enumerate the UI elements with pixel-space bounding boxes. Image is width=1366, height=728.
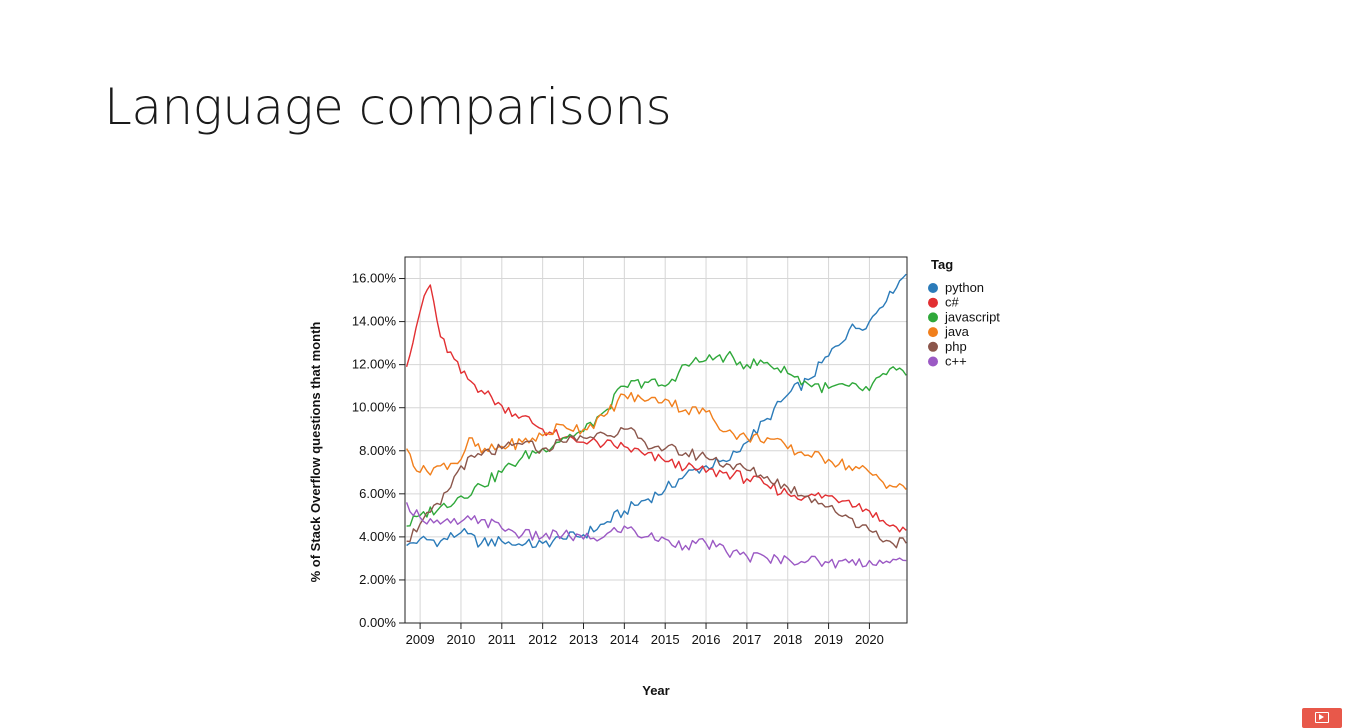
x-tick-label: 2019	[814, 632, 843, 647]
legend-label: python	[945, 280, 984, 295]
x-tick-label: 2011	[488, 632, 516, 647]
series-line-csharp	[405, 284, 907, 533]
chart-axes: 0.00% 2.00% 4.00% 6.00% 8.00% 10.00% 12.00% 14.…	[308, 271, 884, 698]
play-video-icon	[1315, 712, 1329, 723]
y-tick-label: 8.00%	[359, 443, 396, 458]
y-tick-label: 16.00%	[352, 271, 397, 286]
y-tick-label: 12.00%	[352, 357, 397, 372]
y-tick-label: 6.00%	[359, 486, 396, 501]
legend-label: java	[944, 324, 970, 339]
legend-label: c#	[945, 295, 960, 310]
x-tick-label: 2014	[610, 632, 639, 647]
x-tick-label: 2020	[855, 632, 884, 647]
y-tick-label: 4.00%	[359, 529, 396, 544]
legend-swatch	[928, 356, 938, 367]
x-tick-label: 2010	[446, 632, 475, 647]
y-axis-title: % of Stack Overflow questions that month	[308, 322, 323, 583]
legend-label: c++	[945, 354, 967, 369]
legend-swatch	[928, 341, 938, 352]
series-line-javascript	[406, 350, 907, 527]
play-video-button[interactable]	[1302, 708, 1342, 728]
x-tick-label: 2015	[651, 632, 680, 647]
y-tick-label: 14.00%	[352, 314, 397, 329]
y-tick-label: 10.00%	[352, 400, 397, 415]
series-line-java	[406, 391, 907, 490]
legend-swatch	[928, 327, 938, 338]
legend-label: php	[945, 339, 967, 354]
legend-swatch	[928, 283, 938, 293]
slide-title: Language comparisons	[104, 78, 672, 136]
chart-grid	[405, 257, 907, 624]
legend-swatch	[928, 297, 938, 308]
x-tick-label: 2017	[732, 632, 761, 647]
series-line-cplusplus	[405, 502, 907, 569]
x-axis-title: Year	[642, 683, 669, 698]
chart-series	[405, 273, 907, 569]
series-line-php	[406, 427, 907, 549]
plot-frame	[404, 256, 908, 624]
x-tick-label: 2016	[692, 632, 721, 647]
y-tick-label: 2.00%	[359, 572, 396, 587]
x-tick-label: 2018	[773, 632, 802, 647]
x-tick-label: 2009	[406, 632, 435, 647]
legend-title: Tag	[931, 257, 953, 272]
y-tick-label: 0.00%	[359, 615, 396, 630]
series-line-python	[406, 273, 907, 549]
x-tick-label: 2013	[569, 632, 598, 647]
legend-swatch	[928, 312, 938, 323]
legend-label: javascript	[944, 309, 1000, 324]
x-tick-label: 2012	[528, 632, 557, 647]
